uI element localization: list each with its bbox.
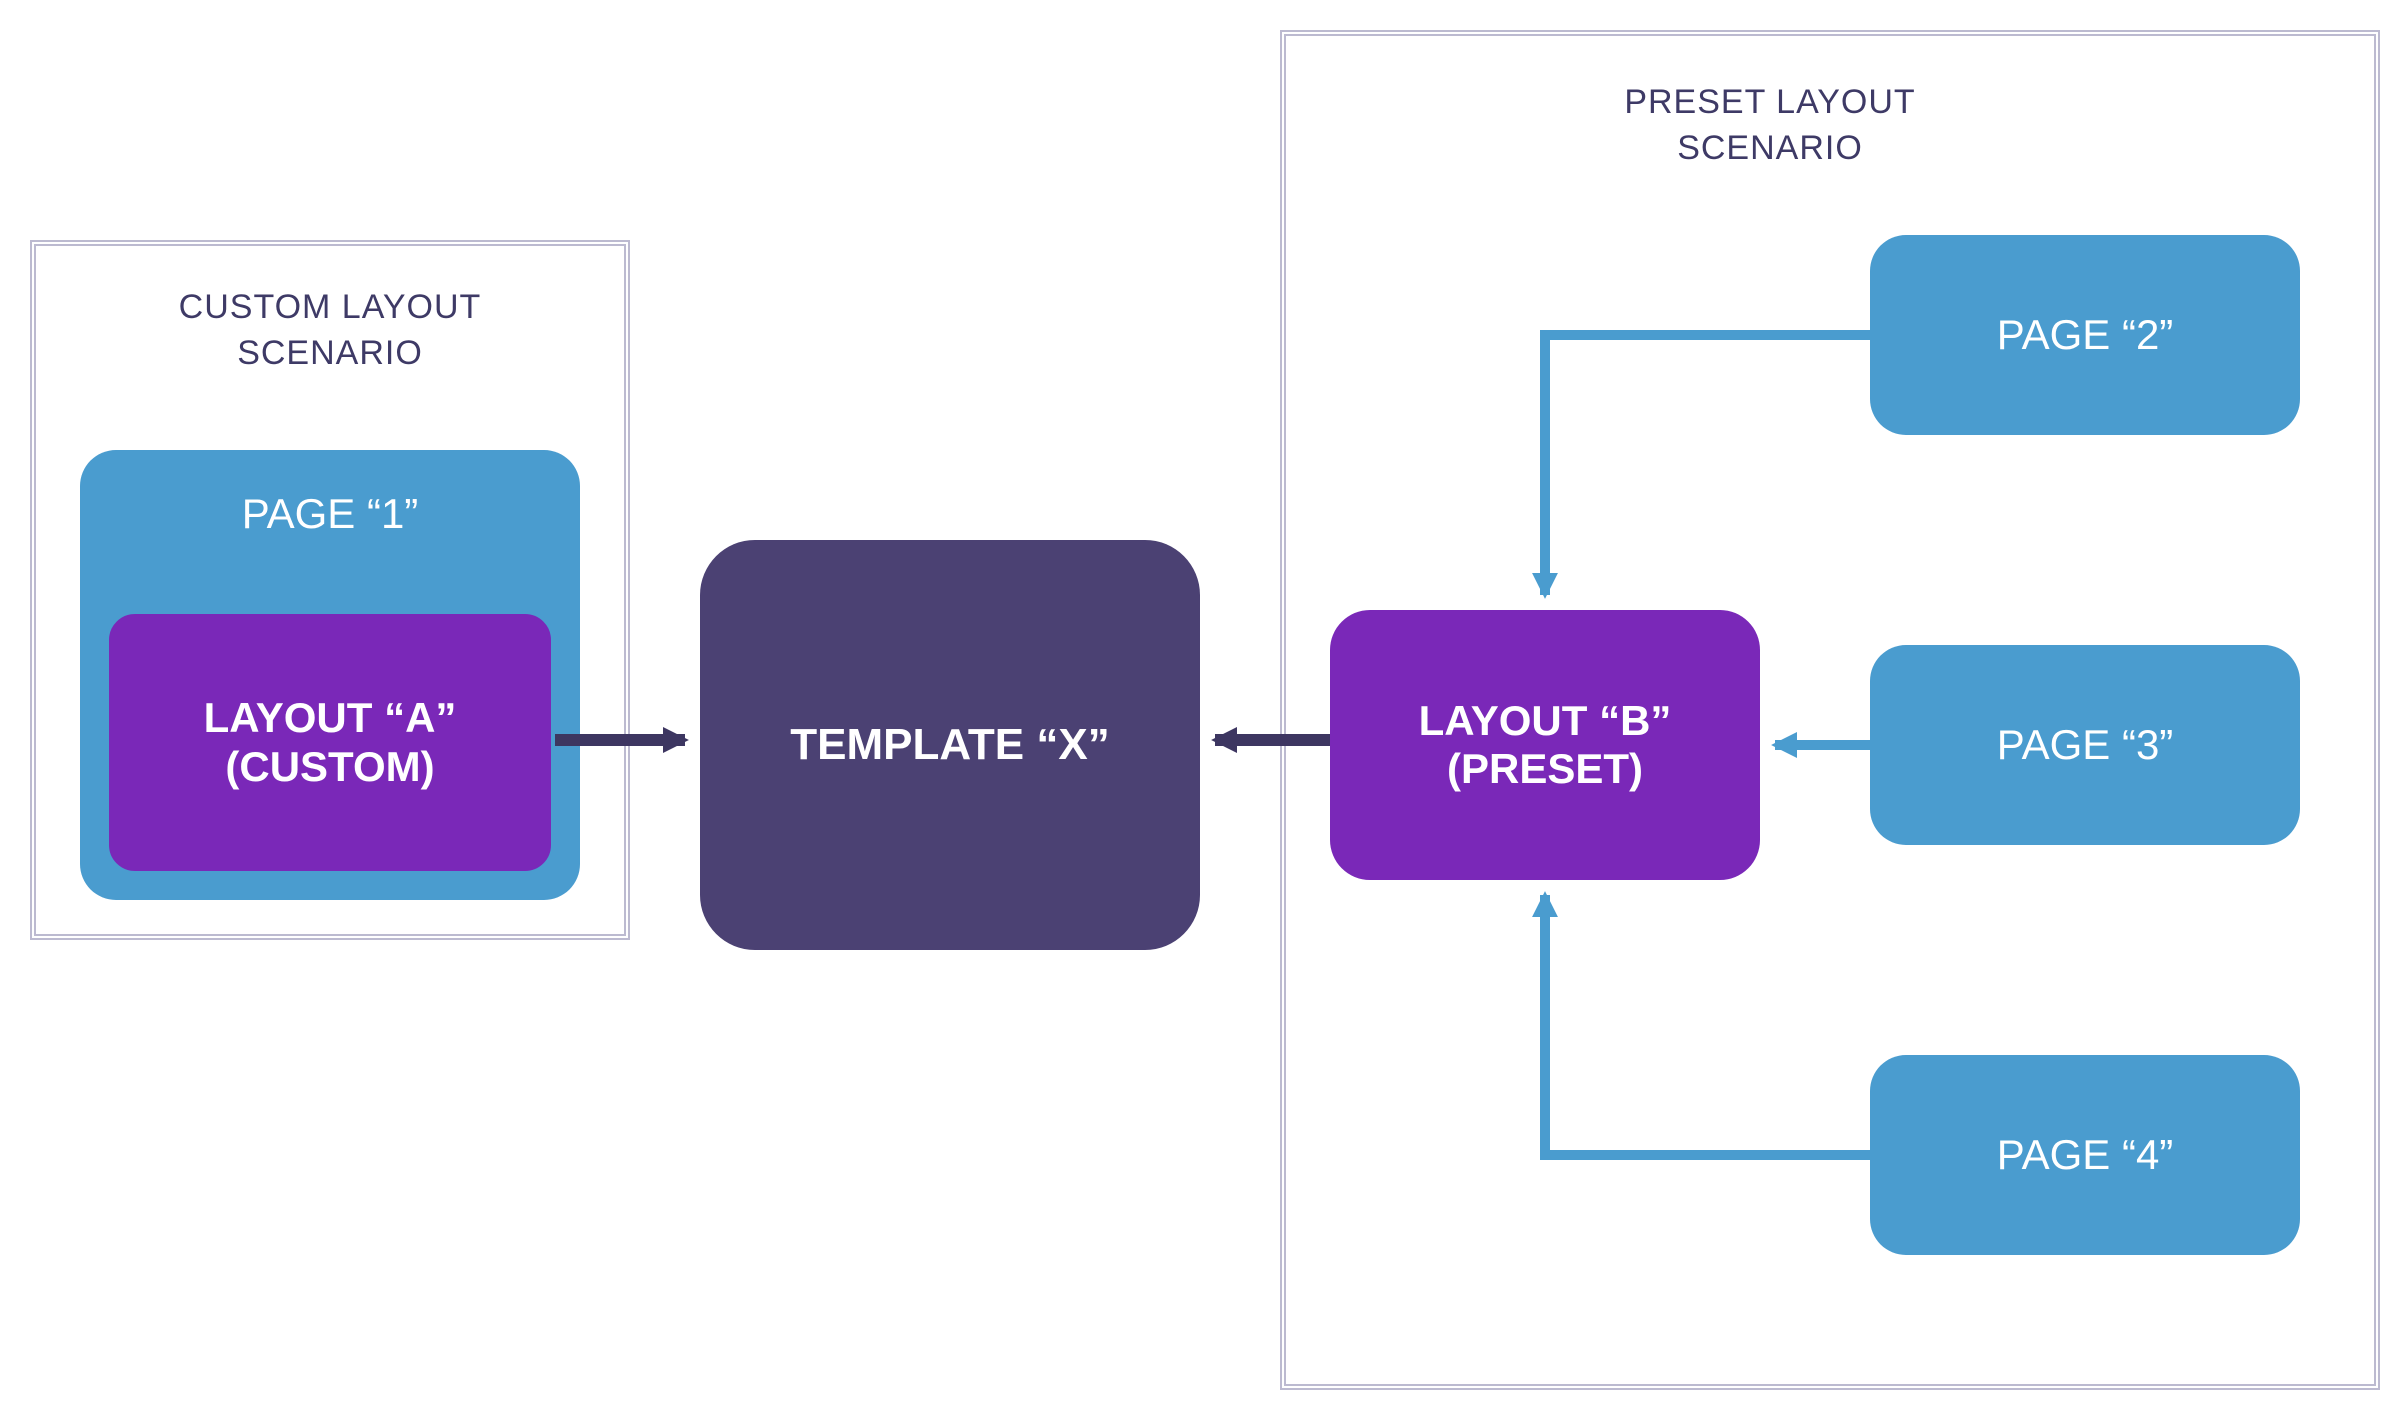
node-layout-a: LAYOUT “A” (CUSTOM) [105,610,555,875]
node-layout-a-label: LAYOUT “A” (CUSTOM) [204,694,457,791]
diagram-canvas: CUSTOM LAYOUT SCENARIO PRESET LAYOUT SCE… [0,0,2407,1414]
node-template-x-label: TEMPLATE “X” [790,720,1109,771]
node-layout-b: LAYOUT “B” (PRESET) [1330,610,1760,880]
node-page-1-label: PAGE “1” [242,490,419,538]
node-page-2: PAGE “2” [1870,235,2300,435]
frame-custom-title: CUSTOM LAYOUT SCENARIO [110,285,550,377]
node-layout-b-label: LAYOUT “B” (PRESET) [1419,697,1672,794]
node-template-x: TEMPLATE “X” [700,540,1200,950]
node-page-4-label: PAGE “4” [1997,1131,2174,1179]
node-page-3: PAGE “3” [1870,645,2300,845]
node-page-3-label: PAGE “3” [1997,721,2174,769]
node-page-4: PAGE “4” [1870,1055,2300,1255]
frame-preset-title: PRESET LAYOUT SCENARIO [1530,80,2010,172]
node-page-2-label: PAGE “2” [1997,311,2174,359]
